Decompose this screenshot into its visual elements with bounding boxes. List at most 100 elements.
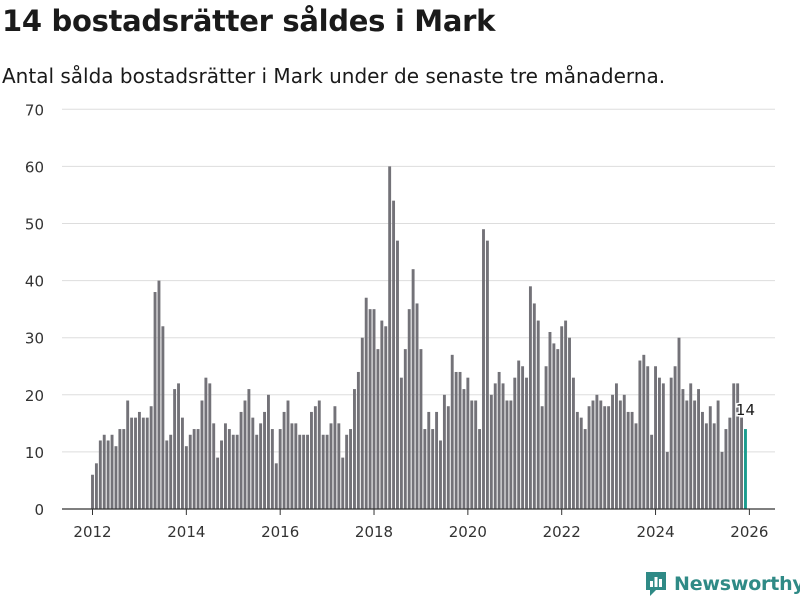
bar: [704, 423, 708, 509]
bar: [227, 429, 231, 509]
bar: [716, 400, 720, 509]
bar: [192, 429, 196, 509]
bar: [571, 377, 575, 509]
bar: [701, 411, 704, 509]
bar: [130, 417, 134, 509]
bar: [505, 400, 509, 509]
bar: [157, 280, 161, 509]
bar: [204, 377, 208, 509]
bar: [474, 400, 478, 509]
bar: [485, 240, 489, 509]
bar: [223, 423, 227, 509]
bar: [98, 440, 102, 509]
bar: [325, 434, 329, 509]
bar: [435, 411, 439, 509]
bar: [599, 400, 603, 509]
bar: [607, 406, 611, 509]
bar: [145, 417, 149, 509]
bar: [126, 400, 130, 509]
bar: [489, 394, 493, 509]
bar: [693, 400, 697, 509]
bar: [376, 349, 380, 509]
bar: [294, 423, 298, 509]
bar: [466, 377, 470, 509]
bar: [165, 440, 169, 509]
bar: [173, 389, 177, 509]
bar: [396, 240, 399, 509]
bar: [263, 411, 266, 509]
bar: [501, 383, 505, 509]
bar: [360, 337, 364, 509]
bar: [646, 366, 650, 509]
bar: [122, 429, 126, 509]
bar: [517, 360, 521, 509]
bar: [141, 417, 145, 509]
bar: [708, 406, 712, 509]
bar: [712, 423, 716, 509]
x-tick-label: 2024: [636, 523, 674, 541]
bar-highlight: [744, 429, 747, 509]
bar: [658, 377, 661, 509]
bar: [306, 434, 309, 509]
bar: [681, 389, 685, 509]
bar: [689, 383, 693, 509]
bar: [583, 429, 587, 509]
bar: [220, 440, 223, 509]
bar: [310, 411, 313, 509]
bar: [134, 417, 137, 509]
bar: [611, 394, 614, 509]
bar: [614, 383, 618, 509]
bar: [548, 331, 552, 509]
bar: [470, 400, 474, 509]
x-tick-label: 2014: [167, 523, 205, 541]
bar: [462, 389, 466, 509]
y-tick-label: 0: [34, 501, 44, 519]
x-tick-label: 2022: [543, 523, 581, 541]
bar: [618, 400, 622, 509]
bar: [427, 411, 431, 509]
bar: [650, 434, 654, 509]
bar: [321, 434, 325, 509]
x-tick-label: 2018: [355, 523, 393, 541]
bar: [91, 474, 94, 509]
bar: [407, 309, 411, 509]
bar: [153, 292, 157, 509]
bar: [579, 417, 583, 509]
y-tick-label: 10: [25, 444, 44, 462]
bar: [118, 429, 122, 509]
x-tick-label: 2026: [730, 523, 768, 541]
bar: [372, 309, 376, 509]
bar: [720, 451, 724, 509]
x-tick-label: 2020: [449, 523, 487, 541]
bar: [556, 349, 560, 509]
bar: [94, 463, 98, 509]
bar: [110, 434, 114, 509]
y-tick-label: 40: [25, 273, 44, 291]
bar: [642, 354, 646, 509]
bar: [102, 434, 106, 509]
bar: [732, 383, 736, 509]
brand-name: Newsworthy: [674, 573, 800, 595]
bar: [493, 383, 497, 509]
bar: [177, 383, 180, 509]
bar: [290, 423, 294, 509]
bar: [536, 320, 540, 509]
bar: [329, 423, 333, 509]
bar: [356, 371, 360, 509]
bar: [740, 417, 744, 509]
chart-subtitle: Antal sålda bostadsrätter i Mark under d…: [2, 64, 666, 88]
bar: [282, 411, 286, 509]
bar: [634, 423, 638, 509]
bar: [439, 440, 442, 509]
bar: [239, 411, 243, 509]
bar: [169, 434, 173, 509]
bar: [724, 429, 728, 509]
bar: [353, 389, 356, 509]
bar: [114, 446, 118, 509]
bar: [317, 400, 321, 509]
bar: [509, 400, 513, 509]
bar: [196, 429, 200, 509]
y-tick-label: 30: [25, 330, 44, 348]
bar: [251, 417, 255, 509]
bar: [392, 200, 396, 509]
